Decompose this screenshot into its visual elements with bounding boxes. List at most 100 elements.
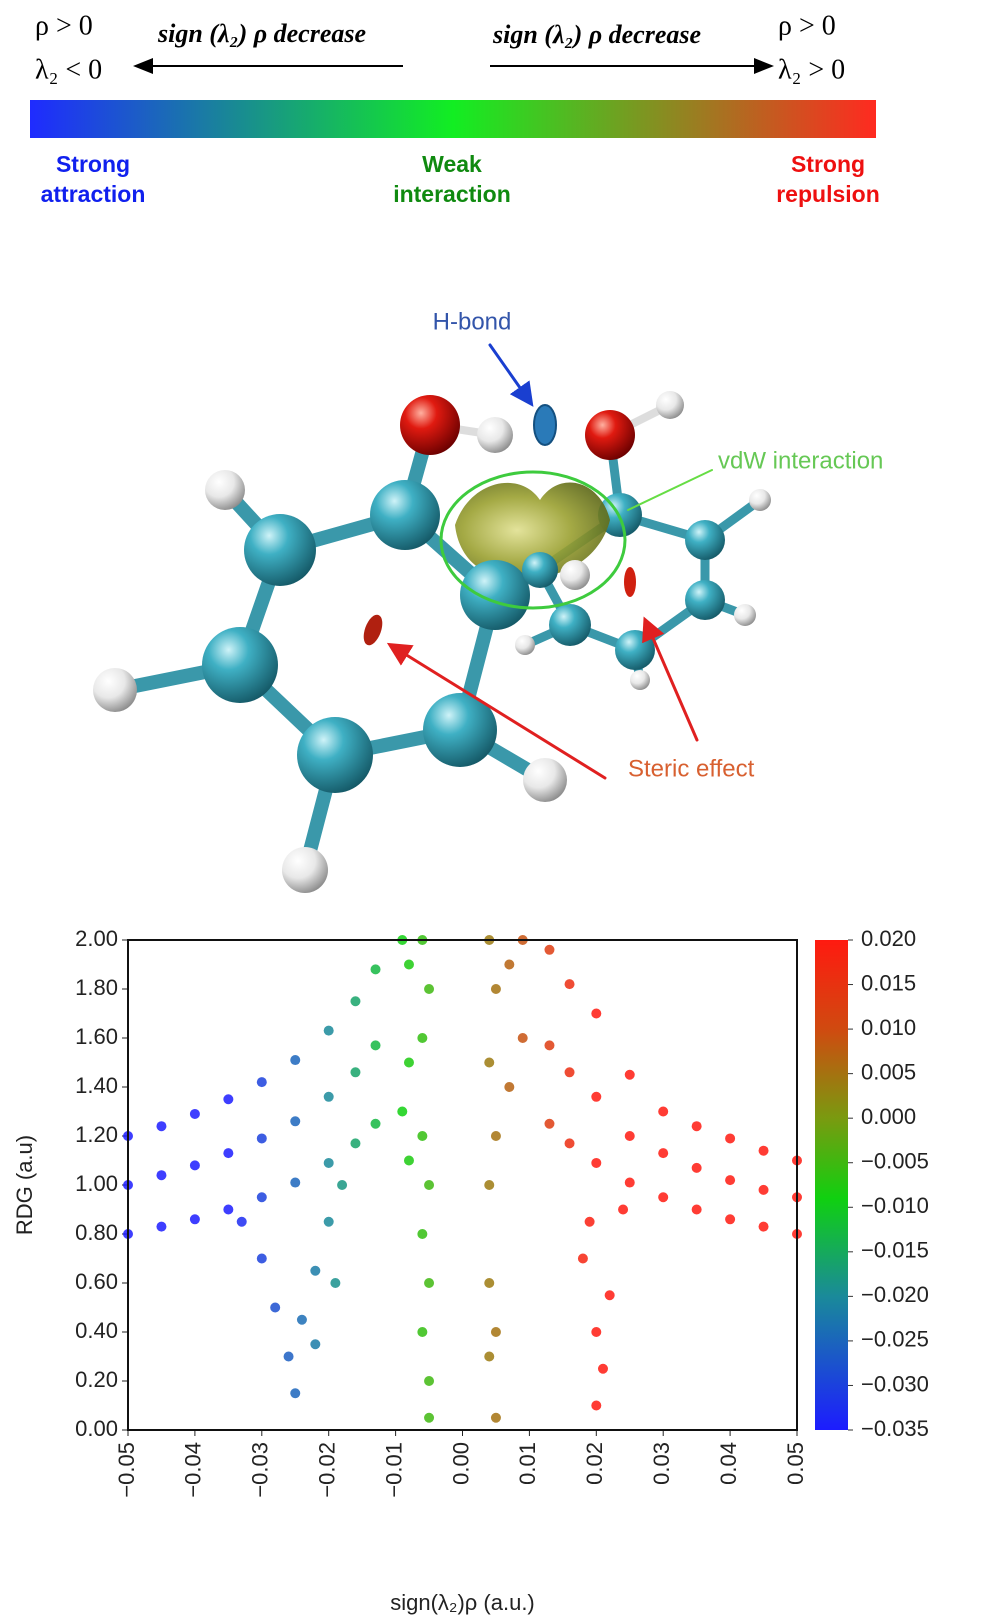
colorbar-tick-label: −0.020 <box>861 1282 929 1307</box>
data-point <box>424 1412 435 1423</box>
data-point <box>290 1116 301 1127</box>
data-point <box>691 1204 702 1215</box>
data-point <box>758 1145 769 1156</box>
data-point <box>256 1253 267 1264</box>
data-point <box>658 1192 669 1203</box>
data-point <box>577 1253 588 1264</box>
data-point <box>270 1302 281 1313</box>
data-point <box>591 1327 602 1337</box>
x-tick-label: 0.03 <box>649 1442 674 1485</box>
colorbar-tick-label: −0.030 <box>861 1371 929 1396</box>
interaction-color-bar <box>30 100 876 138</box>
colorbar-tick-label: 0.000 <box>861 1104 916 1129</box>
x-axis-label: sign(λ₂)ρ (a.u.) <box>390 1590 535 1615</box>
y-tick-label: 1.20 <box>75 1122 118 1147</box>
y-tick-label: 1.80 <box>75 975 118 1000</box>
data-point <box>156 1121 167 1132</box>
data-point <box>323 1091 334 1102</box>
data-point <box>597 1363 608 1374</box>
data-point <box>564 1067 575 1078</box>
data-point <box>156 1221 167 1232</box>
left-condition-1: ρ > 0 <box>35 10 93 41</box>
data-point <box>189 1214 200 1225</box>
y-tick-label: 1.40 <box>75 1073 118 1098</box>
colorbar-tick-label: −0.035 <box>861 1416 929 1441</box>
data-point <box>691 1162 702 1173</box>
right-condition-1: ρ > 0 <box>778 10 836 41</box>
data-point <box>417 1033 428 1043</box>
data-point <box>725 1133 736 1144</box>
x-tick-label: 0.00 <box>448 1442 473 1485</box>
data-point <box>370 1040 381 1051</box>
data-point <box>591 1008 602 1019</box>
data-point <box>484 1180 495 1190</box>
y-tick-label: 1.60 <box>75 1024 118 1049</box>
data-point <box>417 1131 428 1141</box>
data-point <box>403 1155 414 1166</box>
data-point <box>256 1077 267 1088</box>
scale-label: Strong <box>791 151 865 177</box>
scale-label: repulsion <box>776 181 880 207</box>
data-point <box>223 1204 234 1215</box>
data-point <box>624 1177 635 1188</box>
colorbar <box>815 940 848 1430</box>
y-tick-label: 0.80 <box>75 1220 118 1245</box>
plot-frame <box>127 939 798 1431</box>
data-point <box>323 1025 334 1036</box>
data-point <box>725 1175 736 1186</box>
data-point <box>490 1412 501 1423</box>
data-point <box>323 1157 334 1168</box>
data-point <box>323 1216 334 1227</box>
data-point <box>618 1204 629 1215</box>
data-point <box>350 1067 361 1078</box>
data-point <box>658 1106 669 1117</box>
data-point <box>544 944 555 955</box>
data-point <box>484 1351 495 1362</box>
x-tick-label: 0.04 <box>716 1442 741 1485</box>
data-point <box>758 1184 769 1195</box>
data-point <box>490 1327 501 1337</box>
scale-label: Strong <box>56 151 130 177</box>
x-tick-label: −0.02 <box>315 1442 340 1498</box>
colorbar-tick-label: −0.005 <box>861 1149 929 1174</box>
data-point <box>604 1290 615 1301</box>
data-point <box>223 1094 234 1105</box>
data-point <box>484 1278 495 1288</box>
data-point <box>584 1216 595 1227</box>
data-point <box>290 1388 301 1399</box>
data-point <box>290 1177 301 1188</box>
y-tick-label: 2.00 <box>75 926 118 951</box>
x-tick-label: −0.01 <box>381 1442 406 1498</box>
data-point <box>403 959 414 970</box>
colorbar-tick-label: −0.010 <box>861 1193 929 1218</box>
data-point <box>424 984 435 994</box>
data-point <box>397 1106 408 1117</box>
data-point <box>758 1221 769 1232</box>
colorbar-tick-label: 0.005 <box>861 1059 916 1084</box>
y-tick-label: 0.60 <box>75 1269 118 1294</box>
data-point <box>350 996 361 1007</box>
molecule <box>93 343 771 893</box>
steric-label: Steric effect <box>628 755 755 782</box>
x-tick-label: −0.05 <box>114 1442 139 1498</box>
data-point <box>591 1157 602 1168</box>
data-point <box>296 1314 307 1325</box>
data-point <box>424 1376 435 1386</box>
y-tick-label: 0.00 <box>75 1416 118 1441</box>
data-point <box>725 1214 736 1225</box>
data-point <box>564 1138 575 1149</box>
data-point <box>658 1148 669 1159</box>
colorbar-tick-label: −0.025 <box>861 1327 929 1352</box>
colorbar-tick-label: 0.015 <box>861 970 916 995</box>
scale-label: interaction <box>393 181 511 207</box>
data-point <box>564 979 575 990</box>
y-axis-label: RDG (a.u) <box>12 1135 37 1235</box>
data-point <box>156 1170 167 1181</box>
x-tick-label: 0.02 <box>582 1442 607 1485</box>
data-point <box>189 1108 200 1119</box>
y-tick-label: 1.00 <box>75 1171 118 1196</box>
x-tick-label: −0.04 <box>181 1442 206 1498</box>
data-point <box>484 1057 495 1068</box>
h-bond-label: H-bond <box>433 308 512 335</box>
